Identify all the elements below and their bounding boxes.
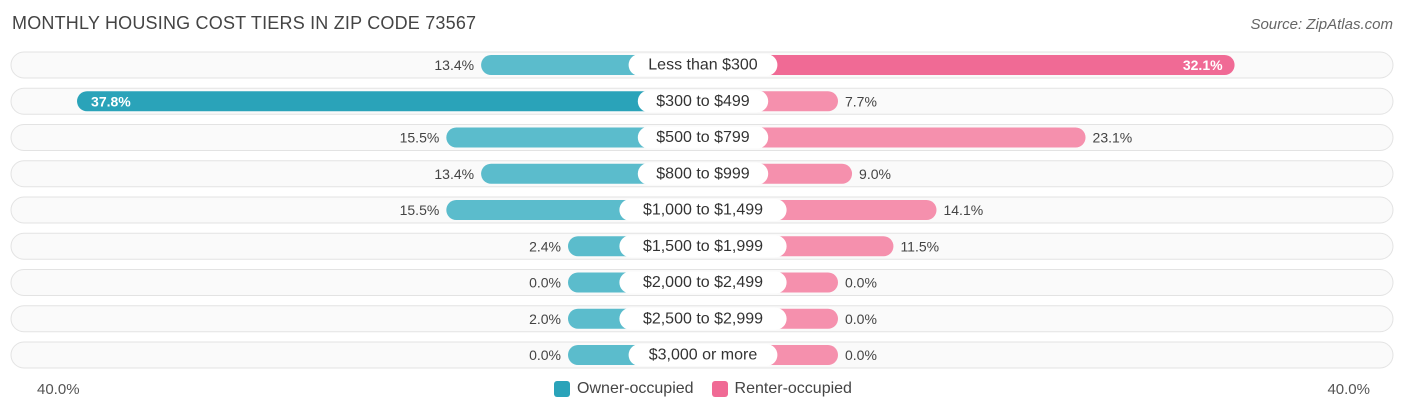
owner-value-label: 15.5% [400,202,440,218]
renter-value-label: 14.1% [943,202,983,218]
renter-value-label: 32.1% [1183,57,1223,73]
category-label-pill [619,307,787,330]
owner-value-label: 0.0% [529,347,561,363]
owner-bar [77,91,704,112]
legend-renter-swatch [711,381,728,397]
category-label-pill [628,54,778,76]
category-label: $800 to $999 [656,165,750,182]
legend: Owner-occupied Renter-occupied [0,380,1406,398]
owner-value-label: 15.5% [400,130,440,146]
category-label-pill [619,235,787,258]
legend-owner-label: Owner-occupied [577,380,694,397]
renter-value-label: 11.5% [900,238,939,254]
renter-bar [703,55,1235,75]
category-label: $1,000 to $1,499 [643,202,763,219]
chart-title: MONTHLY HOUSING COST TIERS IN ZIP CODE 7… [12,13,477,33]
category-label-pill [637,90,769,113]
axis-left-max-label: 40.0% [37,381,80,398]
owner-value-label: 2.0% [529,311,561,327]
category-label: $2,000 to $2,499 [643,274,763,291]
source-credit: Source: ZipAtlas.com [1250,16,1393,33]
legend-renter: Renter-occupied [711,380,852,398]
category-label: $3,000 or more [649,347,758,364]
category-label: $1,500 to $1,999 [643,238,763,255]
category-label: Less than $300 [648,57,758,74]
category-label: $2,500 to $2,999 [643,310,763,327]
owner-value-label: 2.4% [529,238,561,254]
category-label-pill [619,271,787,294]
renter-value-label: 7.7% [845,93,877,109]
renter-value-label: 23.1% [1093,130,1133,146]
category-label-pill [637,162,769,185]
category-label-pill [619,199,787,221]
legend-owner-swatch [554,381,571,397]
axis-right-max-label: 40.0% [1327,381,1370,398]
renter-value-label: 9.0% [859,166,891,182]
owner-value-label: 37.8% [91,93,131,109]
category-label: $500 to $799 [656,129,750,146]
owner-bar [446,127,703,148]
renter-value-label: 0.0% [845,311,877,327]
category-label-pill [637,126,769,149]
legend-owner: Owner-occupied [554,380,694,398]
owner-value-label: 13.4% [434,166,474,182]
owner-value-label: 13.4% [434,57,474,73]
renter-value-label: 0.0% [845,347,877,363]
category-label-pill [628,344,778,366]
category-label: $300 to $499 [656,93,750,110]
renter-bar [703,127,1086,148]
renter-value-label: 0.0% [845,275,877,291]
owner-value-label: 0.0% [529,275,561,291]
legend-renter-label: Renter-occupied [734,380,852,397]
